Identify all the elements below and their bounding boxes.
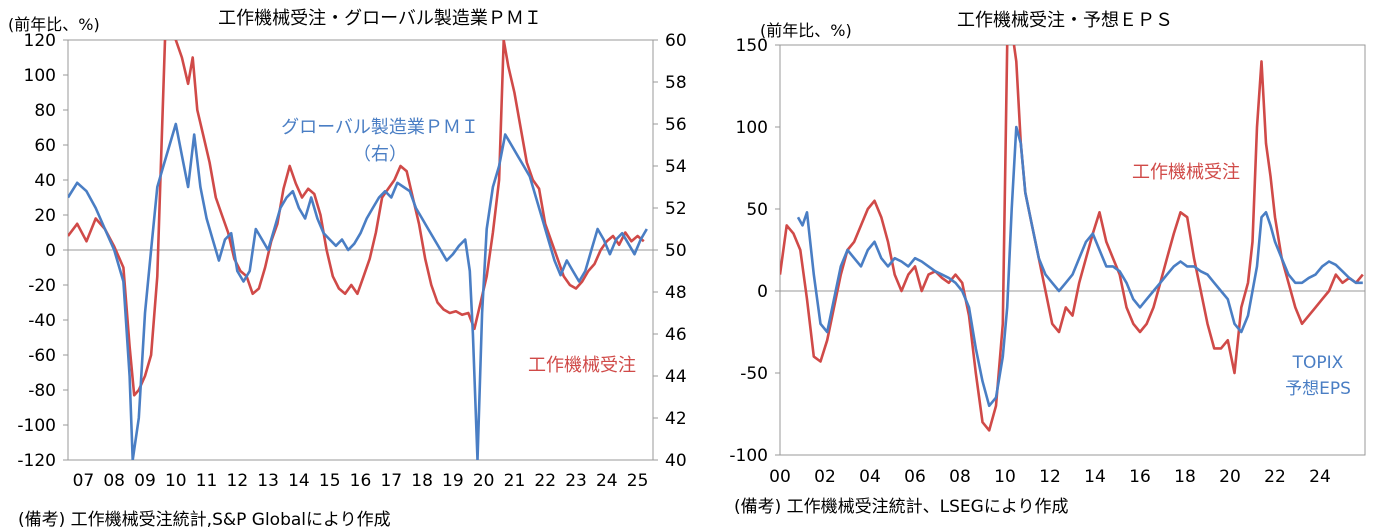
left-y-tick-label: -100 (17, 416, 56, 436)
right-chart-x-tick-label: 06 (904, 467, 926, 487)
left-y-tick-label: -80 (28, 381, 56, 401)
right-axis-tick-label: 48 (665, 283, 687, 303)
right-axis-tick-label: 46 (665, 325, 687, 345)
right-chart-panel: 工作機械受注・予想ＥＰＳ (前年比、%) 150 100 50 0 -50 -100 00 02 0… (690, 0, 1378, 532)
left-x-tick-label: 08 (103, 471, 125, 491)
right-chart-y-tick-label: 50 (746, 200, 768, 220)
right-axis-tick-label: 56 (665, 115, 687, 135)
right-chart-x-tick-label: 08 (949, 467, 971, 487)
right-chart-x-tick-label: 18 (1174, 467, 1196, 487)
left-y-unit-label: (前年比、%) (8, 15, 100, 34)
right-chart-x-tick-label: 24 (1309, 467, 1331, 487)
right-axis-tick-label: 52 (665, 199, 687, 219)
left-y-tick-label: 40 (34, 171, 56, 191)
left-x-tick-label: 19 (442, 471, 464, 491)
right-axis-tick-label: 44 (665, 367, 687, 387)
right-chart-y-tick-label: 100 (736, 118, 768, 138)
left-x-tick-label: 07 (73, 471, 95, 491)
left-x-tick-label: 25 (627, 471, 649, 491)
left-x-tick-label: 22 (534, 471, 556, 491)
left-chart-title: 工作機械受注・グローバル製造業ＰＭＩ (218, 8, 542, 29)
left-x-tick-label: 18 (411, 471, 433, 491)
topix-eps-label-sub: 予想EPS (1285, 379, 1351, 399)
right-chart-y-tick-label: 150 (736, 36, 768, 56)
right-chart-x-tick-label: 20 (1219, 467, 1241, 487)
left-x-tick-label: 14 (288, 471, 310, 491)
left-x-tick-label: 17 (380, 471, 402, 491)
right-chart-title: 工作機械受注・予想ＥＰＳ (957, 10, 1173, 31)
right-axis-tick-label: 58 (665, 73, 687, 93)
left-x-tick-label: 24 (596, 471, 618, 491)
left-y-tick-label: 20 (34, 206, 56, 226)
topix-eps-line (796, 125, 1363, 408)
left-x-tick-label: 23 (565, 471, 587, 491)
global-pmi-label-sub: （右） (353, 144, 407, 165)
right-axis-tick-label: 40 (665, 451, 687, 471)
right-chart-x-tick-label: 16 (1129, 467, 1151, 487)
left-y-tick-label: 120 (24, 31, 56, 51)
right-chart-x-tick-label: 04 (859, 467, 881, 487)
right-chart-y-tick-label: 0 (757, 282, 768, 302)
right-chart-y-tick-label: -50 (740, 364, 768, 384)
left-x-tick-label: 15 (319, 471, 341, 491)
left-x-tick-label: 20 (473, 471, 495, 491)
right-chart-x-tick-label: 02 (814, 467, 836, 487)
right-chart-note: (備考) 工作機械受注統計、LSEGにより作成 (734, 497, 1069, 517)
left-y-tick-label: 80 (34, 101, 56, 121)
right-axis-tick-label: 42 (665, 409, 687, 429)
right-axis-tick-label: 50 (665, 241, 687, 261)
left-y-tick-label: 100 (24, 66, 56, 86)
left-x-tick-label: 09 (134, 471, 156, 491)
right-axis-tick-label: 60 (665, 31, 687, 51)
topix-eps-label: TOPIX (1292, 353, 1344, 373)
right-chart-x-tick-label: 22 (1264, 467, 1286, 487)
left-chart-panel: 工作機械受注・グローバル製造業ＰＭＩ (前年比、%) 120 100 80 60 40 20 0… (8, 8, 687, 530)
left-x-tick-label: 21 (504, 471, 526, 491)
left-y-tick-label: 60 (34, 136, 56, 156)
right-chart-x-tick-label: 00 (769, 467, 791, 487)
left-x-tick-label: 16 (350, 471, 372, 491)
machine-tool-orders-label: 工作機械受注 (528, 355, 636, 376)
right-chart-x-tick-label: 10 (994, 467, 1016, 487)
left-x-tick-label: 13 (257, 471, 279, 491)
left-y-tick-label: -60 (28, 346, 56, 366)
right-plot-frame (779, 44, 1366, 456)
right-chart-x-tick-label: 12 (1039, 467, 1061, 487)
global-pmi-line (68, 122, 648, 460)
left-x-tick-label: 11 (196, 471, 218, 491)
right-chart-y-tick-label: -100 (729, 446, 768, 466)
right-chart-x-tick-label: 14 (1084, 467, 1106, 487)
machine-tool-orders-line (68, 40, 645, 397)
left-y-tick-label: -20 (28, 276, 56, 296)
global-pmi-label: グローバル製造業ＰＭＩ (281, 117, 479, 138)
left-y-tick-label: 0 (45, 241, 56, 261)
left-y-tick-label: -40 (28, 311, 56, 331)
left-x-tick-label: 12 (227, 471, 249, 491)
machine-tool-orders-eps-chart-line (780, 45, 1364, 432)
right-y-unit-label: (前年比、%) (760, 21, 852, 40)
left-y-tick-label: -120 (17, 451, 56, 471)
machine-tool-orders-eps-chart-label: 工作機械受注 (1132, 162, 1240, 183)
left-chart: 工作機械受注・グローバル製造業ＰＭＩ(前年比、%)120100806040200… (8, 8, 687, 491)
left-x-tick-label: 10 (165, 471, 187, 491)
left-chart-note: (備考) 工作機械受注統計,S&P Globalにより作成 (18, 510, 391, 530)
right-axis-tick-label: 54 (665, 157, 687, 177)
